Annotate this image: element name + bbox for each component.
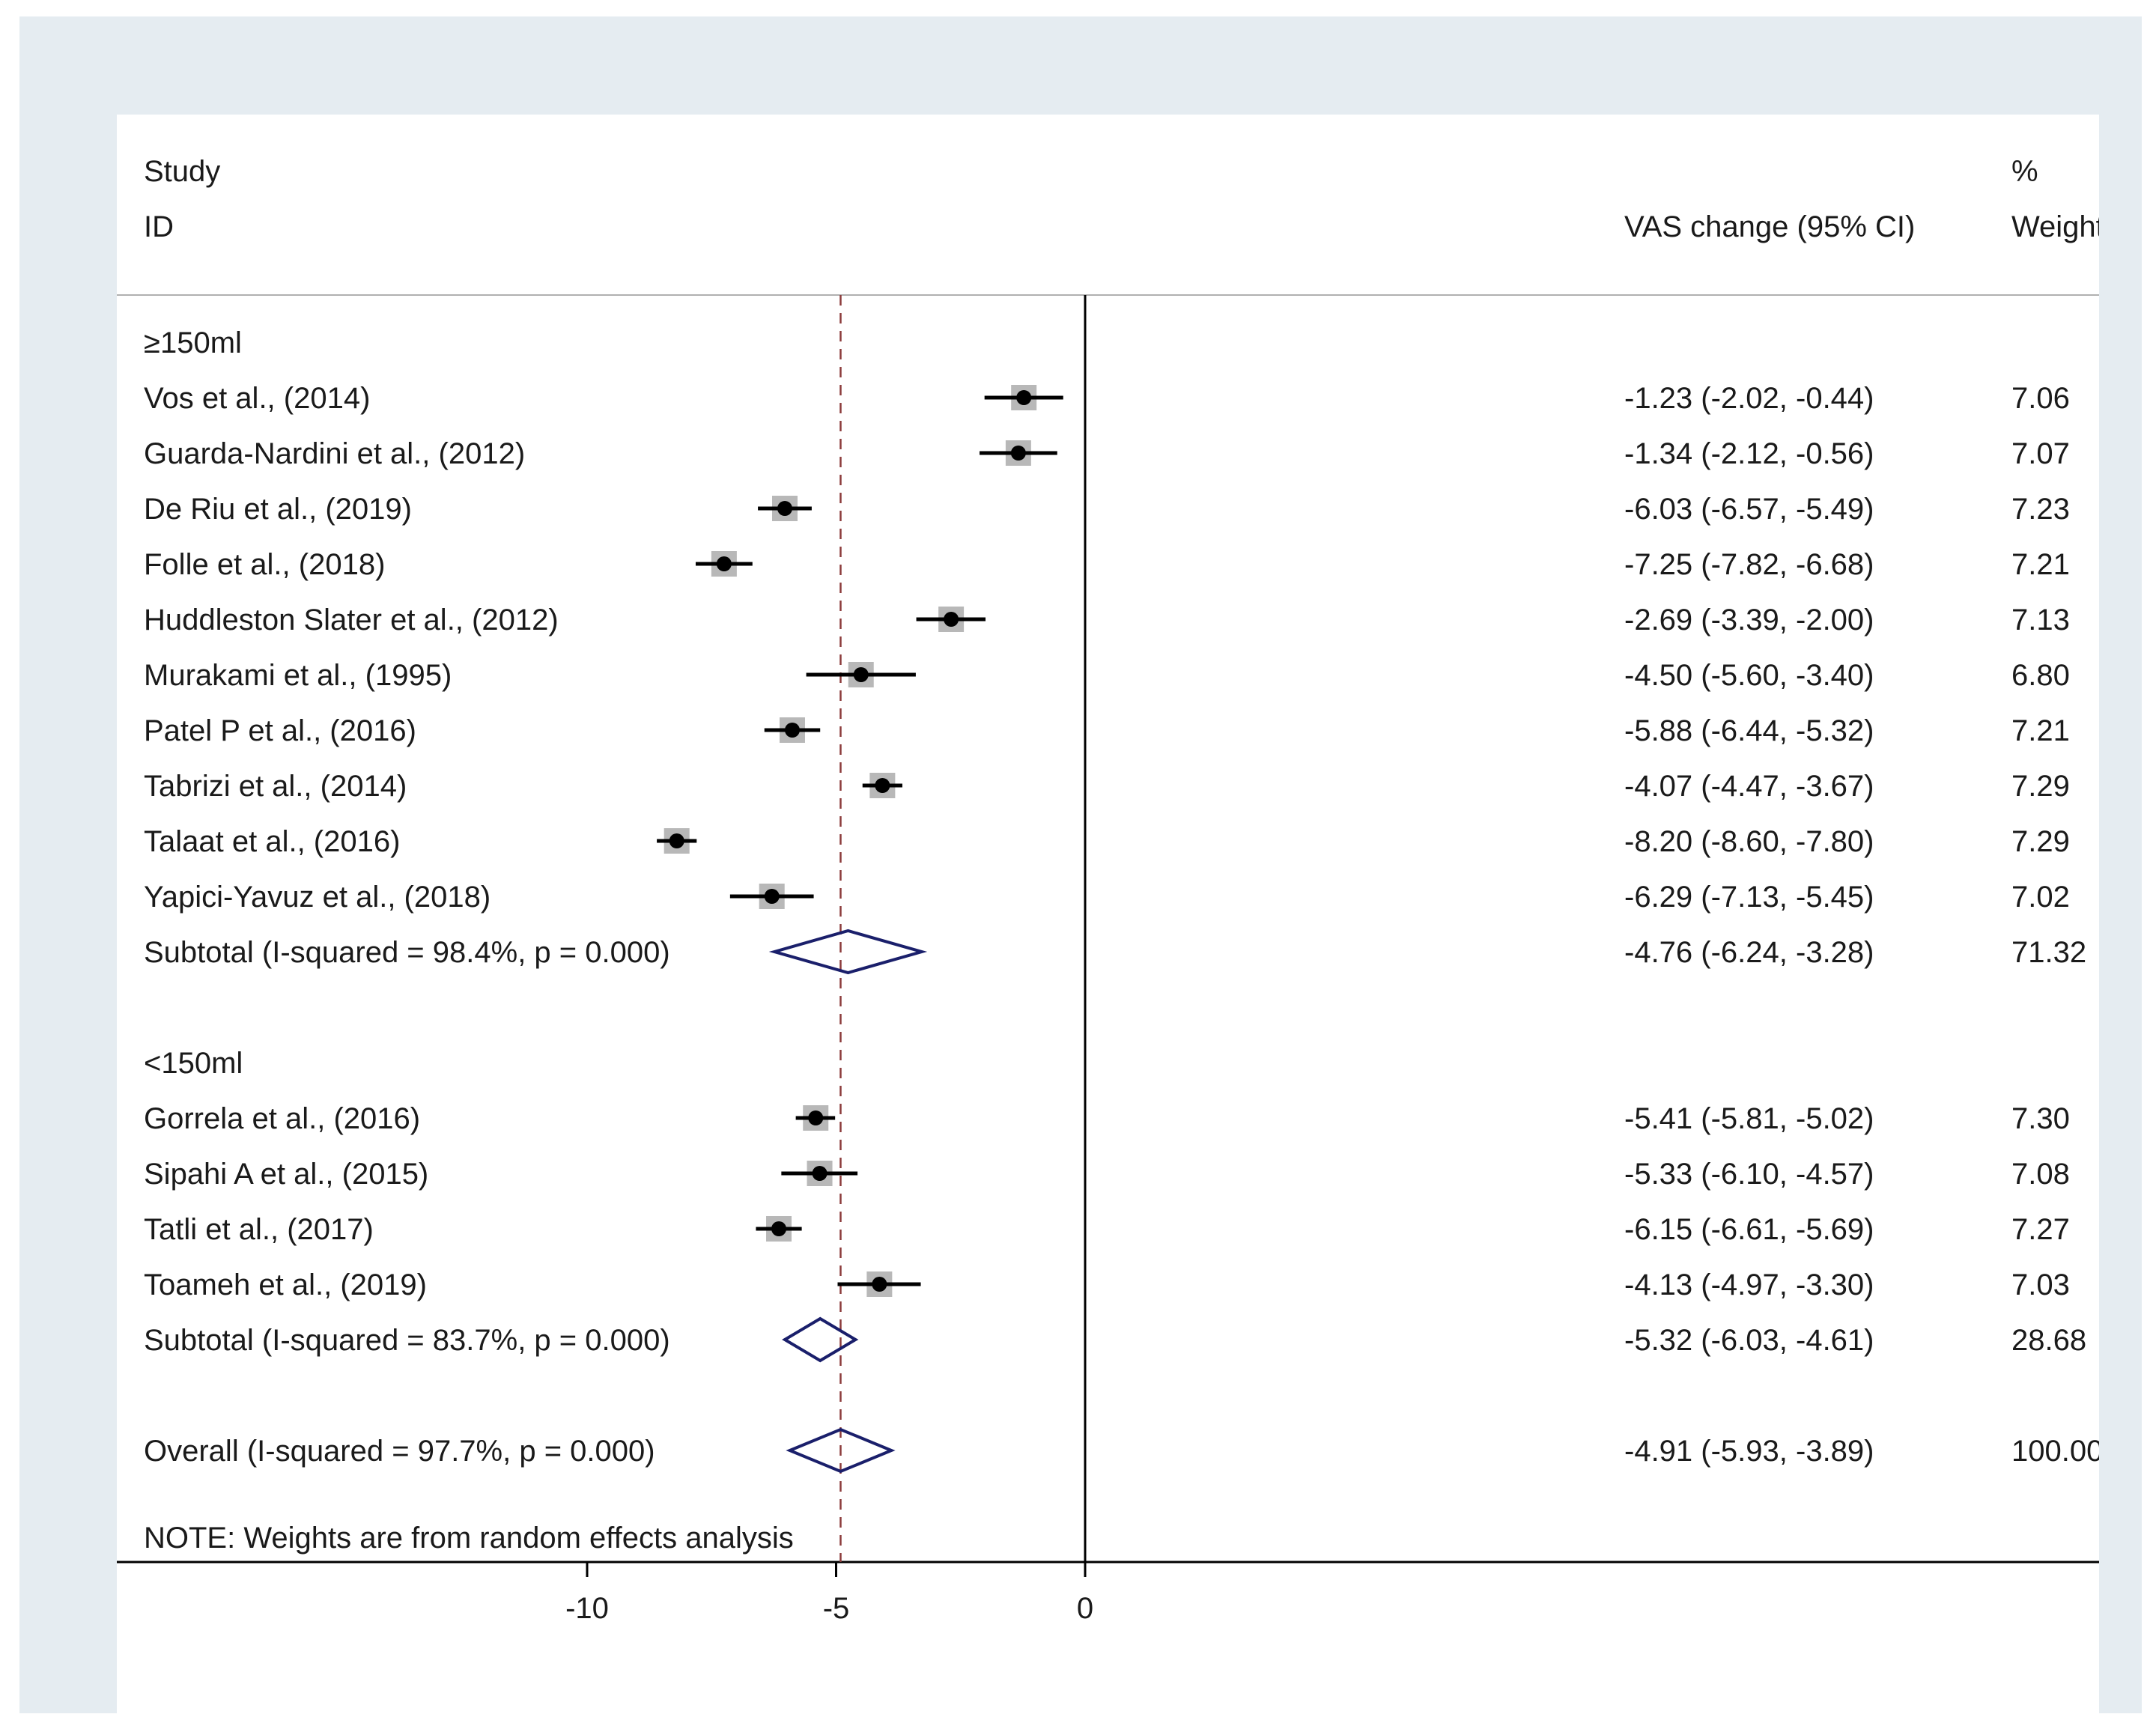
header-weight: Weight: [2011, 210, 2099, 243]
study-ci-text: -7.25 (-7.82, -6.68): [1624, 548, 1874, 581]
study-label: Folle et al., (2018): [144, 548, 385, 581]
subtotal-ci-text: -5.32 (-6.03, -4.61): [1624, 1324, 1874, 1357]
x-tick-label: 0: [1077, 1592, 1093, 1625]
study-point-estimate: [764, 889, 780, 904]
header-id: ID: [144, 210, 174, 243]
study-weight: 7.29: [2011, 825, 2070, 858]
study-point-estimate: [1016, 390, 1032, 405]
study-rows: ≥150ml Vos et al., (2014) -1.23 (-2.02, -0…: [144, 326, 2099, 1474]
study-point-estimate: [808, 1110, 824, 1125]
study-point-estimate: [875, 778, 890, 793]
header-effect: VAS change (95% CI): [1624, 210, 1915, 243]
x-tick-label: -10: [565, 1592, 609, 1625]
study-ci-text: -5.41 (-5.81, -5.02): [1624, 1102, 1874, 1135]
figure-background: Study ID VAS change (95% CI) % Weight ≥1…: [19, 16, 2142, 1725]
study-point-estimate: [1010, 446, 1026, 461]
study-label: Huddleston Slater et al., (2012): [144, 604, 559, 636]
study-label: Yapici-Yavuz et al., (2018): [144, 881, 491, 914]
header-study: Study: [144, 155, 220, 188]
study-point-estimate: [853, 667, 869, 682]
forest-plot: Study ID VAS change (95% CI) % Weight ≥1…: [117, 155, 2099, 1625]
subtotal-ci-text: -4.76 (-6.24, -3.28): [1624, 936, 1874, 969]
subtotal-diamond: [782, 1316, 859, 1363]
study-label: De Riu et al., (2019): [144, 493, 412, 526]
study-weight: 7.21: [2011, 548, 2070, 581]
study-weight: 7.07: [2011, 437, 2070, 470]
study-ci-text: -6.15 (-6.61, -5.69): [1624, 1213, 1874, 1246]
study-weight: 7.08: [2011, 1158, 2070, 1191]
study-weight: 7.06: [2011, 382, 2070, 415]
study-ci-text: -5.88 (-6.44, -5.32): [1624, 714, 1874, 747]
group-label: <150ml: [144, 1047, 243, 1080]
note: NOTE: Weights are from random effects an…: [144, 1522, 794, 1555]
subtotal-label: Subtotal (I-squared = 83.7%, p = 0.000): [144, 1324, 670, 1357]
study-label: Gorrela et al., (2016): [144, 1102, 420, 1135]
study-ci-text: -5.33 (-6.10, -4.57): [1624, 1158, 1874, 1191]
subtotal-diamond: [768, 929, 928, 975]
study-weight: 6.80: [2011, 659, 2070, 692]
study-label: Tabrizi et al., (2014): [144, 770, 407, 803]
overall-ci-text: -4.91 (-5.93, -3.89): [1624, 1435, 1874, 1468]
overall-diamond: [786, 1427, 896, 1474]
study-point-estimate: [777, 501, 793, 516]
study-point-estimate: [669, 833, 684, 848]
study-weight: 7.30: [2011, 1102, 2070, 1135]
study-point-estimate: [771, 1221, 787, 1236]
study-ci-text: -1.34 (-2.12, -0.56): [1624, 437, 1874, 470]
study-ci-text: -6.03 (-6.57, -5.49): [1624, 493, 1874, 526]
study-ci-text: -4.07 (-4.47, -3.67): [1624, 770, 1874, 803]
subtotal-weight: 71.32: [2011, 936, 2086, 969]
study-weight: 7.29: [2011, 770, 2070, 803]
study-weight: 7.27: [2011, 1213, 2070, 1246]
x-tick-label: -5: [823, 1592, 850, 1625]
study-label: Talaat et al., (2016): [144, 825, 400, 858]
study-label: Vos et al., (2014): [144, 382, 370, 415]
study-label: Guarda-Nardini et al., (2012): [144, 437, 525, 470]
header-percent: %: [2011, 155, 2038, 188]
x-axis: -10 -5 0: [565, 1562, 1093, 1625]
study-point-estimate: [812, 1166, 828, 1181]
group-label: ≥150ml: [144, 326, 242, 359]
study-label: Toameh et al., (2019): [144, 1268, 427, 1301]
subtotal-weight: 28.68: [2011, 1324, 2086, 1357]
study-label: Sipahi A et al., (2015): [144, 1158, 428, 1191]
study-point-estimate: [716, 556, 732, 571]
study-ci-text: -6.29 (-7.13, -5.45): [1624, 881, 1874, 914]
overall-label: Overall (I-squared = 97.7%, p = 0.000): [144, 1435, 655, 1468]
study-weight: 7.13: [2011, 604, 2070, 636]
study-point-estimate: [784, 723, 800, 738]
study-ci-text: -2.69 (-3.39, -2.00): [1624, 604, 1874, 636]
study-label: Patel P et al., (2016): [144, 714, 416, 747]
study-ci-text: -1.23 (-2.02, -0.44): [1624, 382, 1874, 415]
study-point-estimate: [872, 1277, 887, 1292]
study-label: Murakami et al., (1995): [144, 659, 452, 692]
forest-plot-panel: Study ID VAS change (95% CI) % Weight ≥1…: [117, 115, 2099, 1725]
study-label: Tatli et al., (2017): [144, 1213, 374, 1246]
overall-weight: 100.00: [2011, 1435, 2099, 1468]
study-weight: 7.03: [2011, 1268, 2070, 1301]
study-ci-text: -4.13 (-4.97, -3.30): [1624, 1268, 1874, 1301]
study-point-estimate: [944, 612, 959, 627]
header: Study ID VAS change (95% CI) % Weight: [144, 155, 2099, 243]
study-weight: 7.21: [2011, 714, 2070, 747]
study-weight: 7.23: [2011, 493, 2070, 526]
study-ci-text: -8.20 (-8.60, -7.80): [1624, 825, 1874, 858]
subtotal-label: Subtotal (I-squared = 98.4%, p = 0.000): [144, 936, 670, 969]
study-weight: 7.02: [2011, 881, 2070, 914]
study-ci-text: -4.50 (-5.60, -3.40): [1624, 659, 1874, 692]
